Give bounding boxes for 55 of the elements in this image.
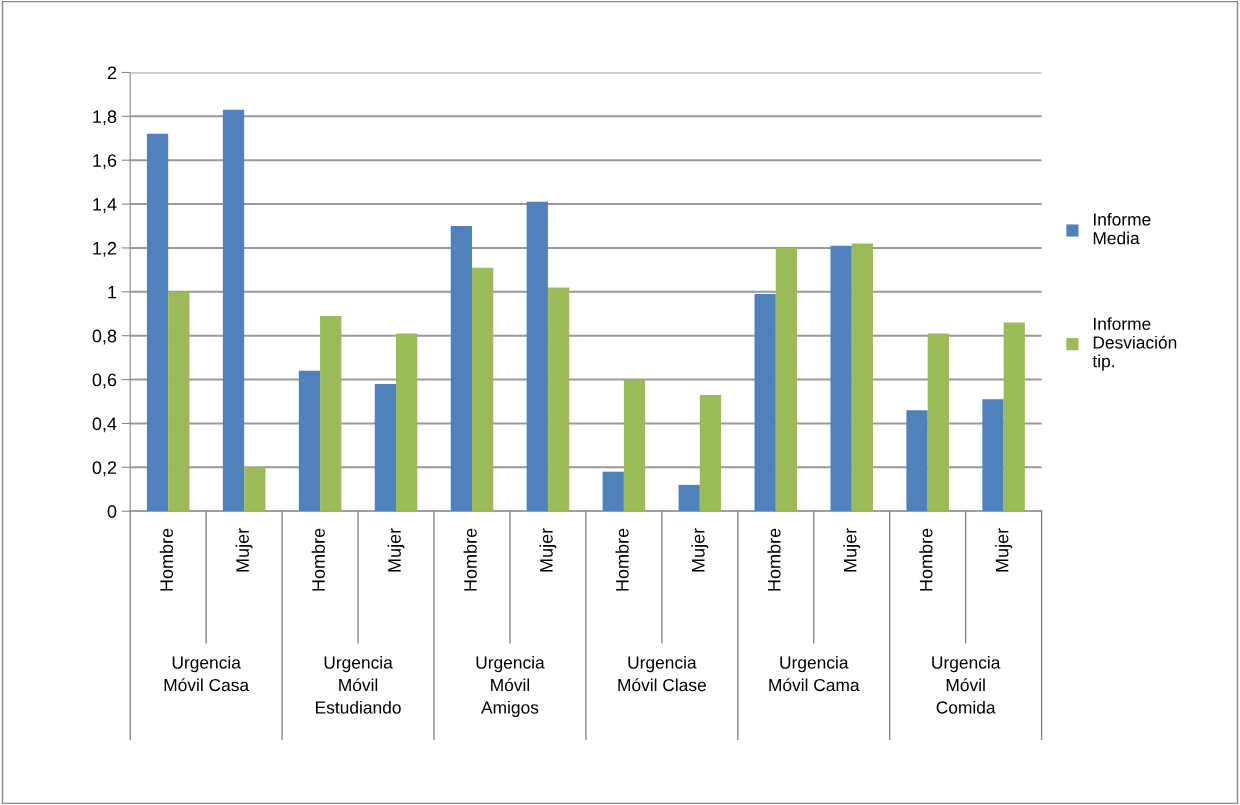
y-tick-label: 1,2: [93, 241, 117, 257]
bar: [623, 379, 646, 512]
bar: [146, 133, 169, 512]
bar: [906, 410, 928, 512]
bar: [168, 291, 190, 512]
y-tick-label: 0: [107, 505, 117, 518]
bar: [526, 201, 548, 512]
text: Urgencia Móvil Casa: [164, 655, 250, 692]
bar: [396, 333, 418, 512]
bar: [754, 294, 776, 512]
y-tick-label: 0,2: [92, 461, 117, 477]
bar: [678, 484, 700, 512]
bar: [374, 383, 397, 512]
y-tick-label: 1,4: [93, 198, 117, 213]
x-tick-label: Mujer: [995, 528, 1013, 572]
bar: [1003, 322, 1025, 512]
x-tick-label: Mujer: [387, 528, 405, 572]
x-tick-label: Hombre: [311, 528, 325, 591]
x-tick-label: Hombre: [615, 528, 629, 591]
x-tick-label: Hombre: [767, 528, 781, 591]
legend-label: Informe Desviación tip.: [1092, 317, 1177, 371]
x-tick-label: Hombre: [159, 528, 174, 591]
bar: [775, 247, 798, 512]
y-tick-label: 0,4: [92, 417, 117, 433]
x-tick-label: Mujer: [539, 528, 557, 572]
bar: [602, 471, 624, 512]
x-tick-label: Mujer: [843, 528, 861, 572]
y-tick-label: 1: [108, 285, 117, 299]
text: Urgencia Móvil Cama: [769, 655, 860, 692]
bar: [927, 333, 949, 512]
bar: [450, 226, 472, 512]
x-tick-label: Hombre: [463, 528, 477, 591]
x-tick-label: Hombre: [919, 528, 933, 591]
y-tick-label: 1,8: [93, 110, 117, 126]
bar: [320, 315, 342, 512]
text: Urgencia Móvil Comida: [932, 655, 1001, 714]
x-tick-label: Mujer: [235, 528, 253, 572]
y-tick-label: 1,6: [93, 154, 117, 170]
y-tick-label: 2: [107, 66, 117, 79]
bar: [699, 394, 722, 512]
text: Urgencia Móvil Amigos: [476, 655, 545, 718]
bar: [298, 370, 321, 512]
text: Urgencia Móvil Estudiando: [316, 655, 401, 714]
bar: [222, 109, 245, 512]
bar: [851, 243, 873, 512]
bar: [830, 245, 852, 512]
bar: [982, 399, 1004, 512]
bar: [547, 287, 570, 512]
y-tick-label: 0,8: [92, 329, 117, 345]
legend-label: Informe Media: [1093, 212, 1151, 245]
text: Urgencia Móvil Clase: [618, 655, 706, 692]
bar: [471, 267, 494, 512]
bar: [244, 467, 266, 512]
y-tick-label: 0,6: [92, 373, 117, 389]
x-tick-label: Mujer: [691, 528, 709, 572]
